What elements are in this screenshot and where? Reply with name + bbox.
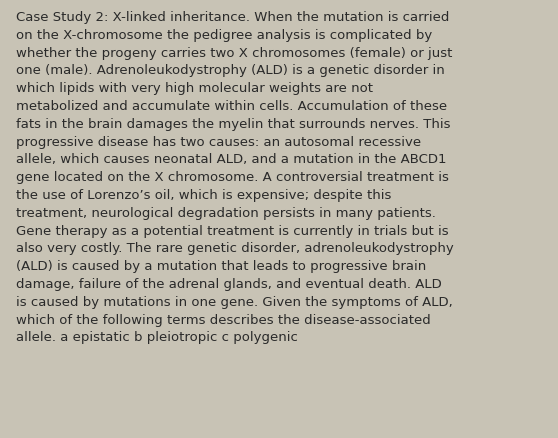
Text: Case Study 2: X-linked inheritance. When the mutation is carried
on the X-chromo: Case Study 2: X-linked inheritance. When… [16,11,453,343]
